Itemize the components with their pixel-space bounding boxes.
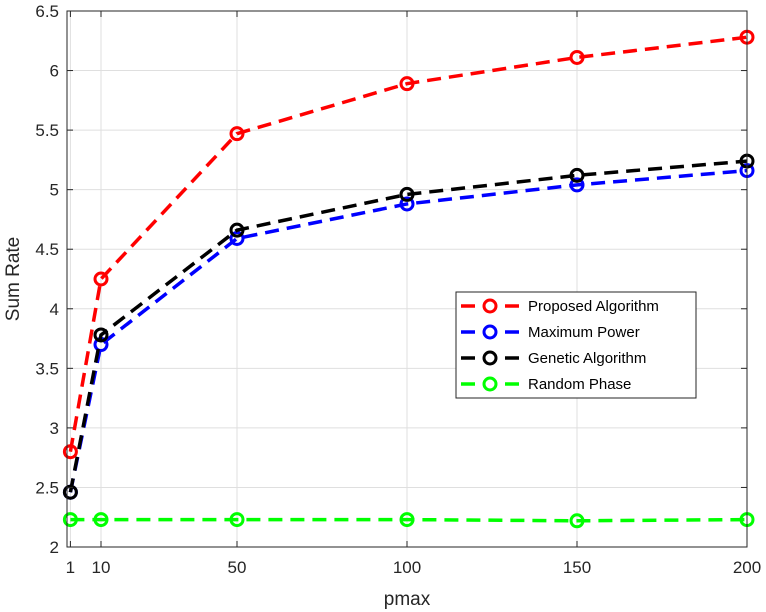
tick-labels: 1 10 50 100 150 200 2 2.5 3 3.5 4 4.5 5 5.5 6 6.5 — [35, 2, 761, 577]
ticks — [67, 10, 748, 548]
y-tick-label: 4.5 — [35, 240, 59, 259]
series-line — [70, 517, 748, 523]
x-tick-label: 150 — [563, 558, 591, 577]
data-point — [62, 512, 78, 528]
y-tick-label: 3 — [50, 419, 59, 438]
legend-label: Proposed Algorithm — [528, 298, 659, 315]
y-tick-label: 6 — [50, 62, 59, 81]
data-point — [229, 222, 245, 238]
series-maximum-power — [62, 163, 755, 500]
data-point — [229, 231, 245, 247]
y-axis-label: Sum Rate — [3, 237, 24, 321]
x-tick-label: 10 — [92, 558, 111, 577]
legend: Proposed Algorithm Maximum Power Genetic A… — [455, 291, 697, 399]
x-tick-label: 100 — [393, 558, 421, 577]
series-line — [68, 159, 748, 493]
data-point — [93, 271, 109, 287]
x-tick-label: 50 — [228, 558, 247, 577]
data-point — [569, 513, 585, 529]
data-point — [62, 484, 78, 500]
data-point — [399, 76, 415, 92]
data-point — [399, 186, 415, 202]
legend-label: Maximum Power — [528, 324, 640, 341]
legend-label: Random Phase — [528, 376, 631, 393]
legend-label: Genetic Algorithm — [528, 350, 646, 367]
data-point — [569, 49, 585, 65]
series-line — [68, 35, 748, 453]
data-point — [93, 512, 109, 528]
y-tick-label: 2 — [50, 538, 59, 557]
y-tick-label: 2.5 — [35, 478, 59, 497]
data-point — [399, 512, 415, 528]
data-point — [569, 167, 585, 183]
legend-marker — [482, 376, 498, 392]
data-point — [229, 126, 245, 142]
y-tick-label: 4 — [50, 300, 59, 319]
y-tick-label: 5.5 — [35, 121, 59, 140]
data-point — [229, 512, 245, 528]
x-tick-label: 200 — [733, 558, 761, 577]
data-point — [399, 196, 415, 212]
data-point — [569, 177, 585, 193]
data-point — [93, 327, 109, 343]
y-tick-label: 5 — [50, 181, 59, 200]
y-tick-label: 3.5 — [35, 359, 59, 378]
legend-marker — [482, 350, 498, 366]
legend-marker — [482, 324, 498, 340]
y-tick-label: 6.5 — [35, 2, 59, 21]
legend-marker — [482, 298, 498, 314]
x-tick-label: 1 — [66, 558, 75, 577]
series-layer — [62, 29, 755, 529]
data-point — [62, 444, 78, 460]
x-axis-label: pmax — [384, 589, 431, 610]
